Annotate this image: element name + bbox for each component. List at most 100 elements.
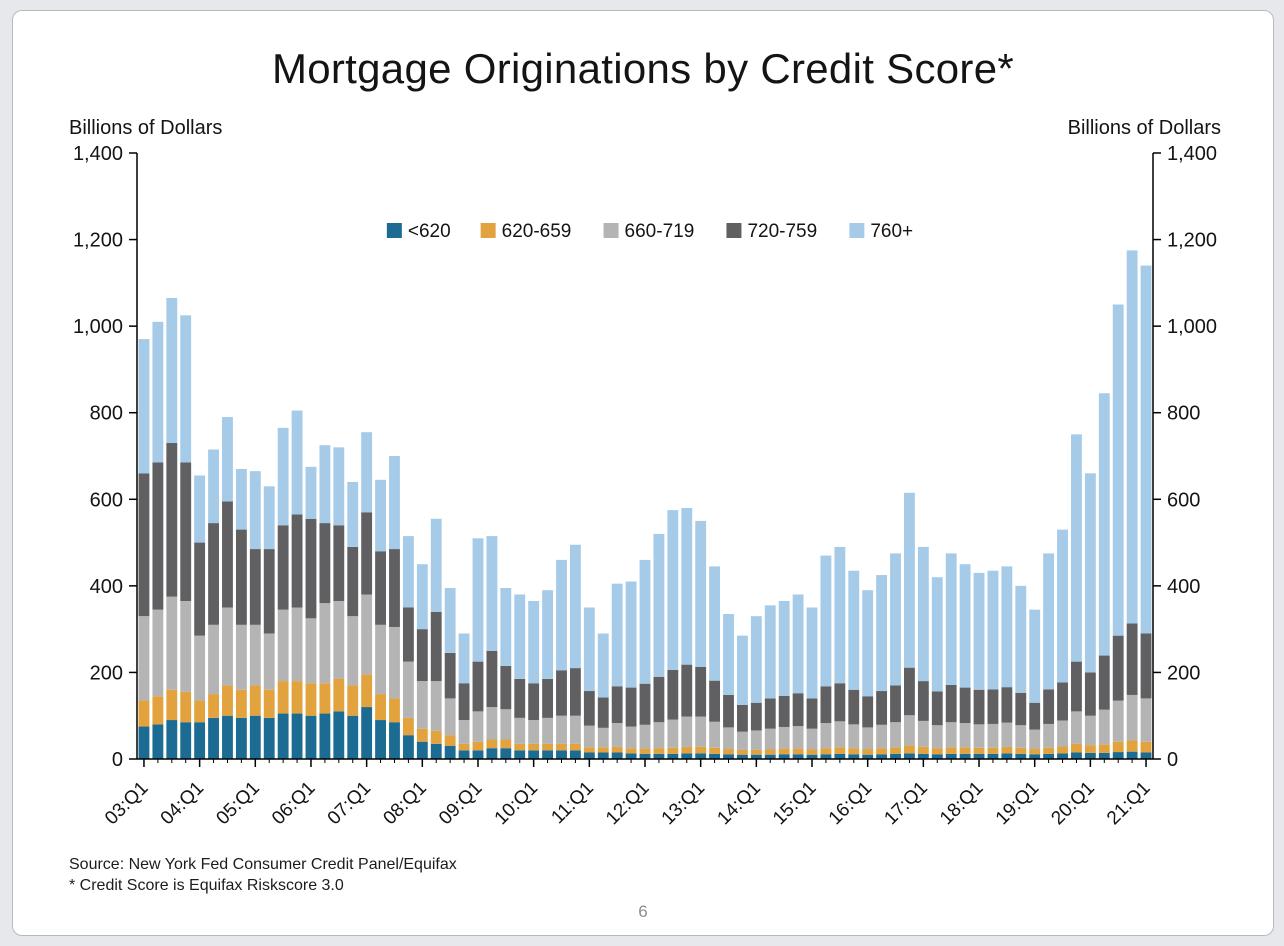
bar-segment bbox=[917, 546, 929, 682]
x-tick-label: 06:Q1 bbox=[268, 778, 319, 829]
y-tick-label-left: 800 bbox=[90, 403, 123, 425]
bar-segment bbox=[848, 754, 860, 759]
legend: <620 620-659 660-719 720-759 760+ bbox=[386, 221, 913, 242]
bar-segment bbox=[945, 553, 957, 685]
bar-segment bbox=[667, 719, 679, 748]
bar-segment bbox=[444, 588, 456, 653]
bar-segment bbox=[737, 731, 748, 750]
bar-segment bbox=[931, 577, 943, 692]
legend-swatch-760+ bbox=[849, 223, 865, 238]
bar-segment bbox=[611, 746, 623, 753]
bar-segment bbox=[180, 722, 192, 759]
bar-segment bbox=[263, 689, 275, 718]
bar-segment bbox=[583, 725, 595, 748]
x-tick-label: 09:Q1 bbox=[435, 778, 486, 829]
bar-segment bbox=[959, 564, 971, 688]
bar-segment bbox=[792, 594, 804, 694]
bar-segment bbox=[1001, 687, 1013, 723]
bar-segment bbox=[389, 698, 400, 723]
bar-segment bbox=[319, 683, 331, 714]
bar-segment bbox=[402, 661, 414, 718]
bar-segment bbox=[138, 616, 150, 701]
bar-segment bbox=[556, 715, 567, 744]
bar-segment bbox=[750, 749, 762, 755]
bar-segment bbox=[249, 715, 261, 759]
bar-segment bbox=[1001, 746, 1013, 754]
bar-segment bbox=[569, 715, 581, 744]
bar-segment bbox=[556, 750, 567, 759]
x-tick-label: 16:Q1 bbox=[825, 778, 876, 829]
bar-segment bbox=[681, 753, 693, 759]
bar-segment bbox=[569, 750, 581, 759]
bar-segment bbox=[1001, 753, 1013, 759]
bar-segment bbox=[778, 726, 790, 749]
bar-segment bbox=[681, 664, 693, 717]
bar-segment bbox=[820, 754, 832, 759]
bar-segment bbox=[862, 727, 874, 750]
y-tick-label-right: 1,400 bbox=[1167, 143, 1217, 165]
bar-segment bbox=[695, 666, 707, 717]
bar-segment bbox=[194, 700, 206, 723]
bar-segment bbox=[416, 681, 428, 729]
bar-segment bbox=[1071, 743, 1082, 753]
bar-segment bbox=[333, 678, 345, 712]
bar-segment bbox=[249, 624, 261, 686]
bar-segment bbox=[931, 748, 943, 755]
bar-segment bbox=[862, 590, 874, 697]
bar-segment bbox=[778, 748, 790, 755]
bar-segment bbox=[1057, 529, 1068, 683]
bar-segment bbox=[486, 650, 498, 708]
bar-segment bbox=[583, 607, 595, 692]
bar-segment bbox=[792, 693, 804, 727]
bar-segment bbox=[305, 618, 317, 684]
bar-segment bbox=[834, 546, 846, 684]
bar-segment bbox=[528, 683, 540, 721]
bar-segment bbox=[987, 753, 999, 759]
bar-segment bbox=[639, 748, 651, 754]
bar-segment bbox=[222, 501, 233, 608]
bar-segment bbox=[764, 754, 776, 759]
bar-segment bbox=[1001, 566, 1013, 688]
bar-segment bbox=[653, 748, 665, 754]
bar-segment bbox=[597, 697, 609, 728]
bar-segment bbox=[333, 447, 345, 526]
bar-segment bbox=[681, 507, 693, 665]
bar-segment bbox=[1015, 753, 1027, 759]
bar-segment bbox=[514, 743, 526, 751]
bar-segment bbox=[486, 748, 498, 759]
bar-segment bbox=[389, 722, 400, 759]
bar-segment bbox=[458, 683, 470, 721]
x-tick-label: 15:Q1 bbox=[769, 778, 820, 829]
bar-segment bbox=[917, 681, 929, 721]
x-tick-label: 04:Q1 bbox=[157, 778, 208, 829]
y-tick-label-right: 600 bbox=[1167, 489, 1200, 511]
bar-segment bbox=[723, 749, 734, 755]
bar-segment bbox=[876, 724, 888, 749]
bar-segment bbox=[263, 486, 275, 550]
bar-segment bbox=[249, 549, 261, 625]
bar-segment bbox=[138, 726, 150, 759]
bar-segment bbox=[486, 739, 498, 749]
bar-segment bbox=[931, 754, 943, 759]
bar-segment bbox=[1140, 633, 1152, 699]
bar-segment bbox=[472, 661, 484, 712]
bar-segment bbox=[876, 748, 888, 755]
bar-segment bbox=[862, 754, 874, 759]
bar-segment bbox=[904, 492, 915, 668]
x-tick-label: 13:Q1 bbox=[658, 778, 709, 829]
bar-segment bbox=[987, 747, 999, 754]
bar-segment bbox=[597, 633, 609, 698]
bar-segment bbox=[1112, 752, 1124, 759]
bar-segment bbox=[235, 468, 247, 530]
bar-segment bbox=[486, 707, 498, 740]
bar-segment bbox=[542, 678, 554, 718]
bar-segment bbox=[291, 410, 303, 515]
bar-segment bbox=[876, 691, 888, 725]
bar-segment bbox=[333, 711, 345, 759]
bar-segment bbox=[472, 750, 484, 759]
bar-segment bbox=[430, 730, 442, 744]
x-tick-label: 07:Q1 bbox=[324, 778, 375, 829]
bar-segment bbox=[180, 315, 192, 463]
bar-segment bbox=[653, 533, 665, 677]
bar-segment bbox=[1098, 655, 1110, 710]
